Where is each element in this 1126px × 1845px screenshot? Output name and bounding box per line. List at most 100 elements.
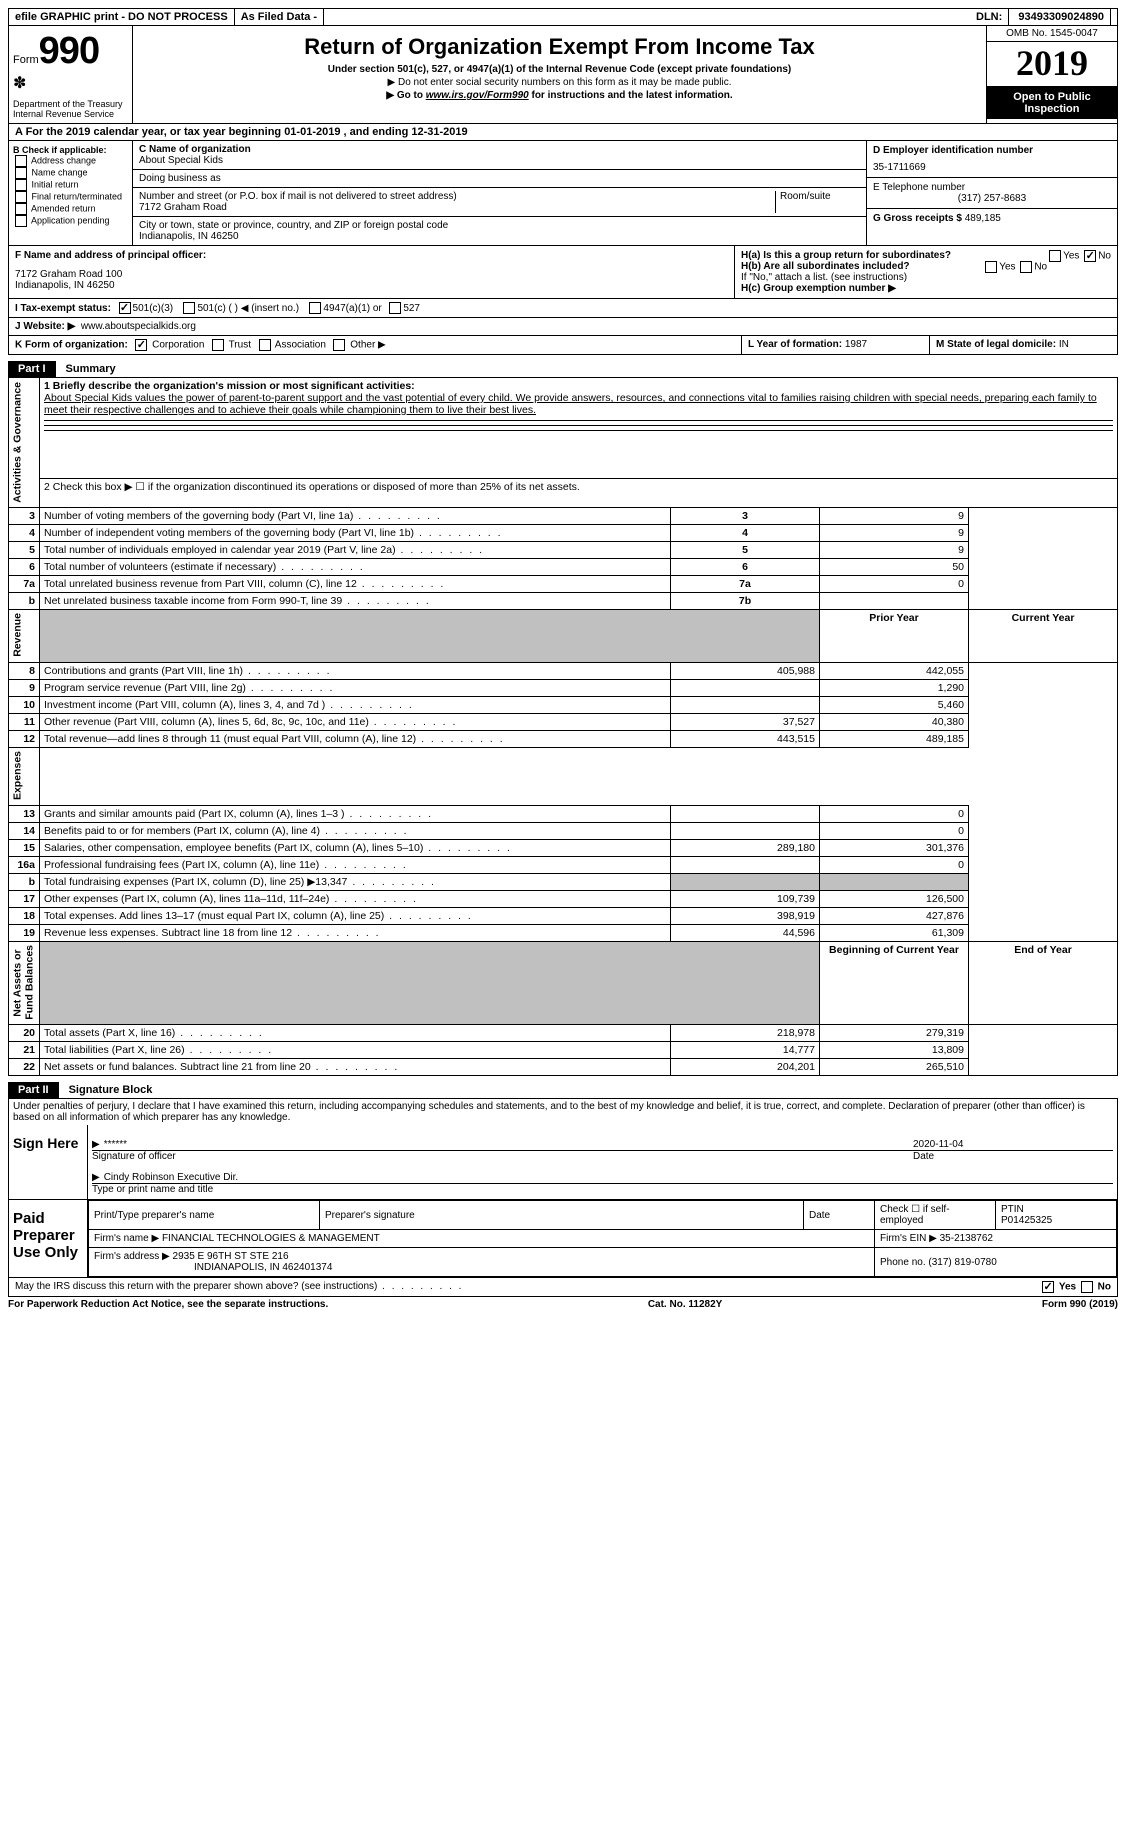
org-name: About Special Kids bbox=[139, 155, 860, 166]
dln: DLN: 93493309024890 bbox=[964, 9, 1117, 25]
tax-year: 2019 bbox=[987, 42, 1117, 87]
col-b: B Check if applicable: Address change Na… bbox=[9, 141, 133, 245]
firm-addr2: INDIANAPOLIS, IN 462401374 bbox=[94, 1262, 869, 1273]
irs-yes[interactable]: ✓ bbox=[1042, 1281, 1054, 1293]
col-b-item: Address change bbox=[13, 155, 128, 167]
ha-no[interactable]: ✓ bbox=[1084, 250, 1096, 262]
row-a: A For the 2019 calendar year, or tax yea… bbox=[8, 124, 1118, 141]
k-other[interactable] bbox=[333, 339, 345, 351]
i-501c3[interactable]: ✓ bbox=[119, 302, 131, 314]
typed-name: Cindy Robinson Executive Dir. bbox=[92, 1172, 238, 1183]
i-label: I Tax-exempt status: bbox=[15, 303, 111, 314]
prep-name-label: Print/Type preparer's name bbox=[89, 1201, 320, 1230]
table-row: 8Contributions and grants (Part VIII, li… bbox=[9, 662, 1118, 679]
irs-link[interactable]: www.irs.gov/Form990 bbox=[426, 90, 529, 101]
checkbox[interactable] bbox=[15, 155, 27, 167]
part-1-table: Activities & Governance 1 Briefly descri… bbox=[8, 377, 1118, 1076]
website[interactable]: www.aboutspecialkids.org bbox=[81, 321, 196, 332]
col-b-item: Name change bbox=[13, 167, 128, 179]
paid-preparer-row: Paid Preparer Use Only Print/Type prepar… bbox=[8, 1200, 1118, 1278]
footer: For Paperwork Reduction Act Notice, see … bbox=[8, 1297, 1118, 1310]
dept: Department of the Treasury Internal Reve… bbox=[13, 99, 128, 119]
i-4947[interactable] bbox=[309, 302, 321, 314]
gross-label: G Gross receipts $ bbox=[873, 213, 962, 224]
footer-right: Form 990 (2019) bbox=[1042, 1299, 1118, 1310]
form-word: Form bbox=[13, 54, 39, 66]
footer-left: For Paperwork Reduction Act Notice, see … bbox=[8, 1299, 328, 1310]
h-note: If "No," attach a list. (see instruction… bbox=[741, 272, 1111, 283]
org-name-label: C Name of organization bbox=[139, 144, 860, 155]
col-b-item: Initial return bbox=[13, 179, 128, 191]
sig-officer-label: Signature of officer bbox=[92, 1151, 913, 1162]
checkbox[interactable] bbox=[15, 215, 27, 227]
note-1: ▶ Do not enter social security numbers o… bbox=[137, 77, 982, 88]
subtitle: Under section 501(c), 527, or 4947(a)(1)… bbox=[137, 64, 982, 75]
table-row: 5Total number of individuals employed in… bbox=[9, 541, 1118, 558]
line2: 2 Check this box ▶ ☐ if the organization… bbox=[40, 479, 1118, 508]
vert-exp: Expenses bbox=[9, 747, 40, 805]
k-label: K Form of organization: bbox=[15, 340, 128, 351]
checkbox[interactable] bbox=[15, 179, 27, 191]
col-b-item: Application pending bbox=[13, 215, 128, 227]
table-row: 21Total liabilities (Part X, line 26)14,… bbox=[9, 1042, 1118, 1059]
sign-here: Sign Here bbox=[9, 1125, 88, 1199]
check-self[interactable]: Check ☐ if self-employed bbox=[875, 1201, 996, 1230]
table-row: 4Number of independent voting members of… bbox=[9, 524, 1118, 541]
i-527[interactable] bbox=[389, 302, 401, 314]
hb-yes[interactable] bbox=[985, 261, 997, 273]
table-row: 20Total assets (Part X, line 16)218,9782… bbox=[9, 1025, 1118, 1042]
firm-phone: (317) 819-0780 bbox=[928, 1257, 996, 1268]
table-row: 18Total expenses. Add lines 13–17 (must … bbox=[9, 907, 1118, 924]
table-row: 17Other expenses (Part IX, column (A), l… bbox=[9, 890, 1118, 907]
city: Indianapolis, IN 46250 bbox=[139, 231, 860, 242]
vert-net: Net Assets or Fund Balances bbox=[9, 941, 40, 1025]
hdr-current: Current Year bbox=[969, 609, 1118, 662]
ein: 35-1711669 bbox=[873, 162, 1111, 173]
header-left: Form 990 ✽ Department of the Treasury In… bbox=[9, 26, 133, 123]
vert-rev: Revenue bbox=[9, 609, 40, 662]
part-2-header: Part IISignature Block bbox=[8, 1076, 1118, 1098]
ptin-label: PTIN bbox=[1001, 1204, 1111, 1215]
table-row: 10Investment income (Part VIII, column (… bbox=[9, 696, 1118, 713]
checkbox[interactable] bbox=[15, 203, 27, 215]
k-assoc[interactable] bbox=[259, 339, 271, 351]
phone-label: E Telephone number bbox=[873, 182, 1111, 193]
hdr-end: End of Year bbox=[969, 941, 1118, 1025]
table-row: 9Program service revenue (Part VIII, lin… bbox=[9, 679, 1118, 696]
k-trust[interactable] bbox=[212, 339, 224, 351]
main-info: B Check if applicable: Address change Na… bbox=[8, 141, 1118, 246]
i-501c[interactable] bbox=[183, 302, 195, 314]
part-1-header: Part ISummary bbox=[8, 355, 1118, 377]
row-j: J Website: ▶ www.aboutspecialkids.org bbox=[8, 318, 1118, 336]
may-irs-row: May the IRS discuss this return with the… bbox=[8, 1278, 1118, 1297]
hb-label: H(b) Are all subordinates included? bbox=[741, 261, 910, 272]
hdr-prior: Prior Year bbox=[820, 609, 969, 662]
dba-label: Doing business as bbox=[139, 173, 860, 184]
ha-yes[interactable] bbox=[1049, 250, 1061, 262]
f-label: F Name and address of principal officer: bbox=[15, 250, 728, 261]
col-b-label: B Check if applicable: bbox=[13, 145, 128, 155]
header-right: OMB No. 1545-0047 2019 Open to Public In… bbox=[986, 26, 1117, 123]
prep-sig-label: Preparer's signature bbox=[320, 1201, 804, 1230]
ein-label: D Employer identification number bbox=[873, 145, 1111, 156]
prep-date: Date bbox=[804, 1201, 875, 1230]
sign-here-row: Sign Here ****** 2020-11-04 Signature of… bbox=[8, 1125, 1118, 1200]
table-row: 16aProfessional fundraising fees (Part I… bbox=[9, 856, 1118, 873]
checkbox[interactable] bbox=[15, 167, 27, 179]
street-label: Number and street (or P.O. box if mail i… bbox=[139, 191, 771, 202]
city-label: City or town, state or province, country… bbox=[139, 220, 860, 231]
table-row: 3Number of voting members of the governi… bbox=[9, 507, 1118, 524]
checkbox[interactable] bbox=[15, 191, 27, 203]
k-corp[interactable]: ✓ bbox=[135, 339, 147, 351]
table-row: 13Grants and similar amounts paid (Part … bbox=[9, 805, 1118, 822]
hb-no[interactable] bbox=[1020, 261, 1032, 273]
row-k: K Form of organization: ✓ Corporation Tr… bbox=[8, 336, 1118, 355]
typed-label: Type or print name and title bbox=[92, 1184, 1113, 1195]
f-addr1: 7172 Graham Road 100 bbox=[15, 269, 728, 280]
header: Form 990 ✽ Department of the Treasury In… bbox=[8, 26, 1118, 124]
sig-date: 2020-11-04 bbox=[913, 1139, 1113, 1150]
row-i: I Tax-exempt status: ✓ 501(c)(3) 501(c) … bbox=[8, 299, 1118, 318]
table-row: bTotal fundraising expenses (Part IX, co… bbox=[9, 873, 1118, 890]
irs-no[interactable] bbox=[1081, 1281, 1093, 1293]
page-title: Return of Organization Exempt From Incom… bbox=[137, 34, 982, 60]
